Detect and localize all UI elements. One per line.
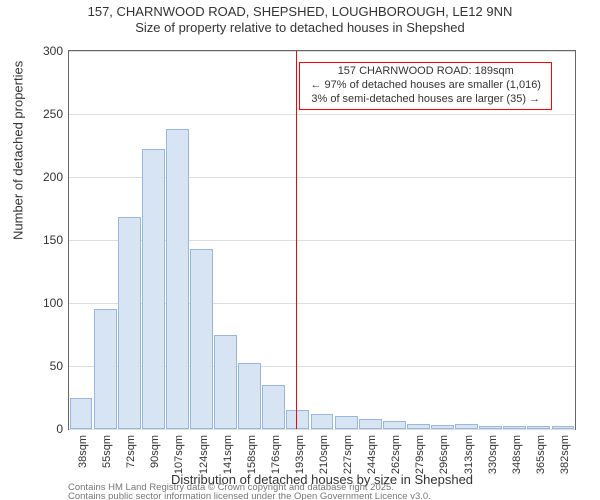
- x-tick-label: 365sqm: [535, 435, 547, 474]
- histogram-bar: [166, 129, 189, 429]
- x-tick-label: 158sqm: [246, 435, 258, 474]
- x-tick-label: 313sqm: [463, 435, 475, 474]
- annotation-line-2: ← 97% of detached houses are smaller (1,…: [304, 79, 547, 93]
- footer-attribution: Contains HM Land Registry data © Crown c…: [68, 484, 431, 500]
- title-line-2: Size of property relative to detached ho…: [0, 20, 600, 36]
- y-tick-label: 200: [43, 170, 63, 184]
- annotation-line-1: 157 CHARNWOOD ROAD: 189sqm: [304, 65, 547, 79]
- histogram-bar: [94, 309, 117, 429]
- histogram-bar: [407, 424, 430, 429]
- y-tick-label: 100: [43, 296, 63, 310]
- x-tick-label: 124sqm: [198, 435, 210, 474]
- y-tick-label: 0: [56, 422, 63, 436]
- y-tick-label: 250: [43, 107, 63, 121]
- annotation-line-3: 3% of semi-detached houses are larger (3…: [304, 93, 547, 107]
- title-line-1: 157, CHARNWOOD ROAD, SHEPSHED, LOUGHBORO…: [0, 4, 600, 20]
- gridline: [69, 114, 575, 115]
- x-tick-label: 348sqm: [511, 435, 523, 474]
- x-tick-label: 141sqm: [222, 435, 234, 474]
- histogram-bar: [142, 149, 165, 429]
- histogram-bar: [214, 335, 237, 430]
- y-tick-label: 50: [50, 359, 63, 373]
- histogram-bar: [359, 419, 382, 429]
- x-tick-label: 262sqm: [390, 435, 402, 474]
- histogram-bar: [118, 217, 141, 429]
- gridline: [69, 51, 575, 52]
- histogram-bar: [238, 363, 261, 429]
- gridline: [69, 429, 575, 430]
- x-tick-label: 72sqm: [125, 435, 137, 468]
- x-tick-label: 55sqm: [101, 435, 113, 468]
- x-tick-label: 193sqm: [294, 435, 306, 474]
- x-tick-label: 227sqm: [342, 435, 354, 474]
- y-axis-label: Number of detached properties: [11, 61, 26, 240]
- histogram-bar: [455, 424, 478, 429]
- x-tick-label: 244sqm: [366, 435, 378, 474]
- x-tick-label: 279sqm: [414, 435, 426, 474]
- y-tick-label: 150: [43, 233, 63, 247]
- chart-area: 05010015020025030038sqm55sqm72sqm90sqm10…: [68, 50, 576, 430]
- histogram-bar: [262, 385, 285, 429]
- annotation-box: 157 CHARNWOOD ROAD: 189sqm← 97% of detac…: [299, 62, 552, 109]
- x-tick-label: 210sqm: [318, 435, 330, 474]
- chart-wrapper: 157, CHARNWOOD ROAD, SHEPSHED, LOUGHBORO…: [0, 0, 600, 500]
- y-tick-label: 300: [43, 44, 63, 58]
- histogram-bar: [383, 421, 406, 429]
- histogram-bar: [311, 414, 334, 429]
- histogram-bar: [286, 410, 309, 429]
- histogram-bar: [335, 416, 358, 429]
- histogram-bar: [190, 249, 213, 429]
- x-tick-label: 330sqm: [487, 435, 499, 474]
- x-tick-label: 90sqm: [149, 435, 161, 468]
- histogram-bar: [479, 426, 502, 429]
- property-marker-line: [296, 51, 297, 429]
- x-tick-label: 38sqm: [77, 435, 89, 468]
- x-tick-label: 107sqm: [173, 435, 185, 474]
- histogram-bar: [527, 426, 550, 429]
- footer-line-2: Contains public sector information licen…: [68, 492, 431, 500]
- histogram-bar: [552, 426, 575, 429]
- x-tick-label: 296sqm: [438, 435, 450, 474]
- title-block: 157, CHARNWOOD ROAD, SHEPSHED, LOUGHBORO…: [0, 4, 600, 37]
- x-tick-label: 176sqm: [270, 435, 282, 474]
- histogram-bar: [431, 425, 454, 429]
- histogram-bar: [70, 398, 93, 430]
- x-tick-label: 382sqm: [559, 435, 571, 474]
- histogram-bar: [503, 426, 526, 429]
